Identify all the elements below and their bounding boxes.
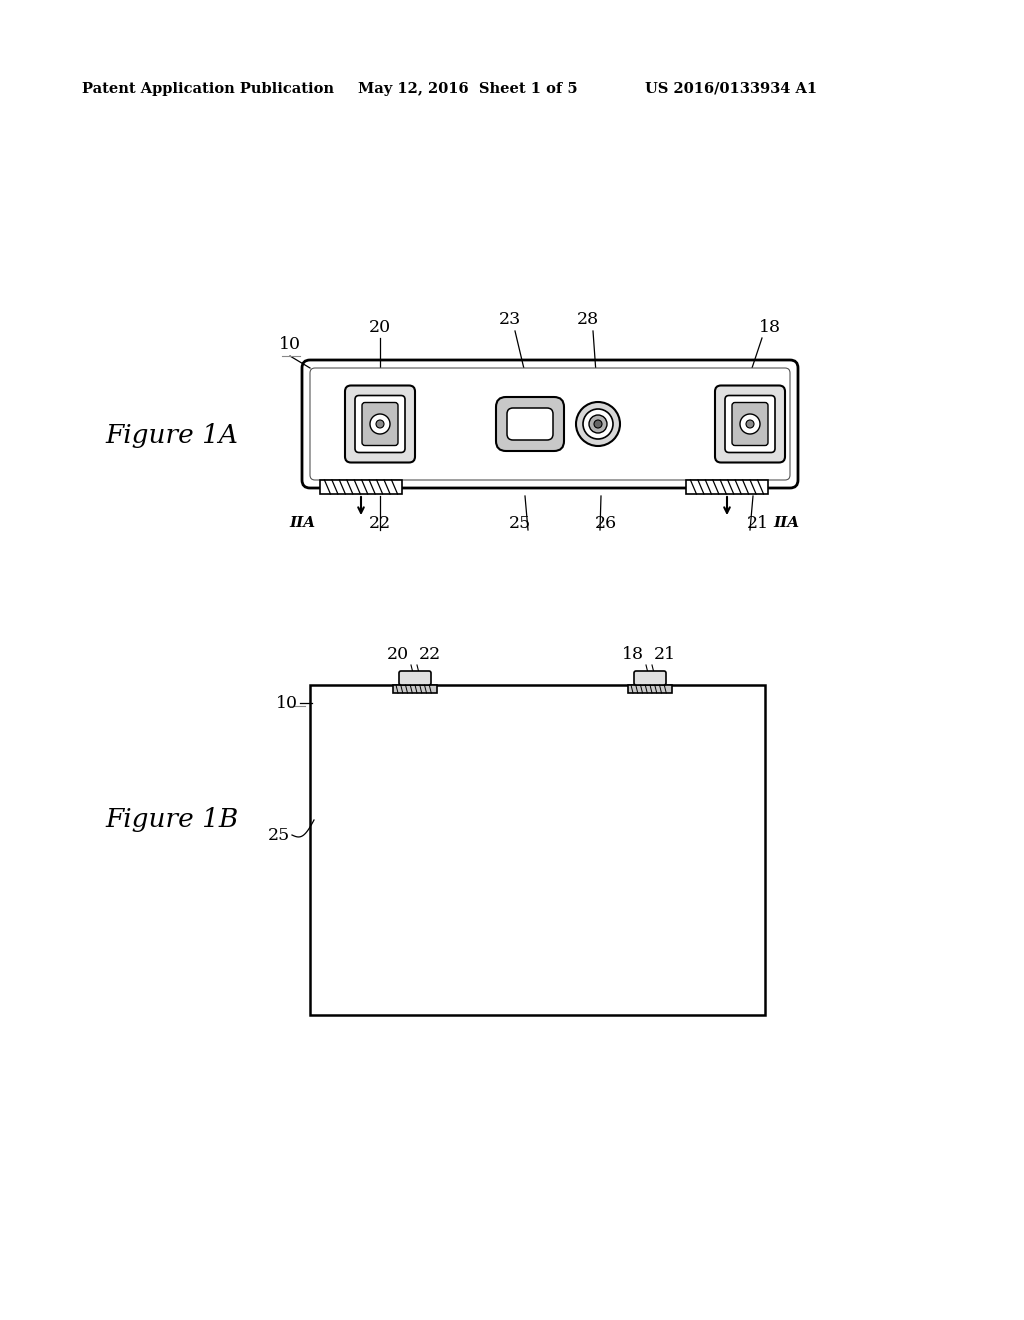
FancyBboxPatch shape — [399, 671, 431, 685]
Text: 25: 25 — [267, 826, 290, 843]
Text: 20: 20 — [387, 645, 409, 663]
Text: 10: 10 — [279, 337, 301, 352]
Circle shape — [583, 409, 613, 440]
Bar — [686, 480, 768, 494]
Text: 22: 22 — [419, 645, 441, 663]
Circle shape — [740, 414, 760, 434]
Text: May 12, 2016  Sheet 1 of 5: May 12, 2016 Sheet 1 of 5 — [358, 82, 578, 96]
Text: 21: 21 — [746, 515, 769, 532]
FancyBboxPatch shape — [507, 408, 553, 440]
Circle shape — [746, 420, 754, 428]
FancyBboxPatch shape — [715, 385, 785, 462]
FancyBboxPatch shape — [725, 396, 775, 453]
Text: Figure 1B: Figure 1B — [105, 808, 239, 833]
FancyBboxPatch shape — [634, 671, 666, 685]
Bar — [628, 685, 672, 693]
Text: 22: 22 — [369, 515, 391, 532]
Bar — [319, 480, 402, 494]
FancyBboxPatch shape — [302, 360, 798, 488]
FancyBboxPatch shape — [310, 368, 790, 480]
Text: 25: 25 — [509, 515, 531, 532]
Text: 26: 26 — [595, 515, 617, 532]
Text: 21: 21 — [654, 645, 676, 663]
Circle shape — [589, 414, 607, 433]
Text: 23: 23 — [499, 312, 521, 327]
Text: US 2016/0133934 A1: US 2016/0133934 A1 — [645, 82, 817, 96]
FancyBboxPatch shape — [355, 396, 406, 453]
FancyBboxPatch shape — [496, 397, 564, 451]
FancyBboxPatch shape — [345, 385, 415, 462]
Text: 18: 18 — [622, 645, 644, 663]
Circle shape — [376, 420, 384, 428]
Text: IIA: IIA — [773, 516, 799, 531]
Text: 28: 28 — [577, 312, 599, 327]
Text: Figure 1A: Figure 1A — [105, 422, 238, 447]
Circle shape — [575, 403, 620, 446]
FancyBboxPatch shape — [732, 403, 768, 446]
Circle shape — [370, 414, 390, 434]
Circle shape — [594, 420, 602, 428]
Text: 20: 20 — [369, 319, 391, 337]
FancyBboxPatch shape — [362, 403, 398, 446]
Text: IIA: IIA — [289, 516, 315, 531]
Text: Patent Application Publication: Patent Application Publication — [82, 82, 334, 96]
Bar — [310, 685, 765, 1015]
Text: 18: 18 — [759, 319, 781, 337]
Text: 10: 10 — [276, 694, 298, 711]
Bar — [393, 685, 437, 693]
